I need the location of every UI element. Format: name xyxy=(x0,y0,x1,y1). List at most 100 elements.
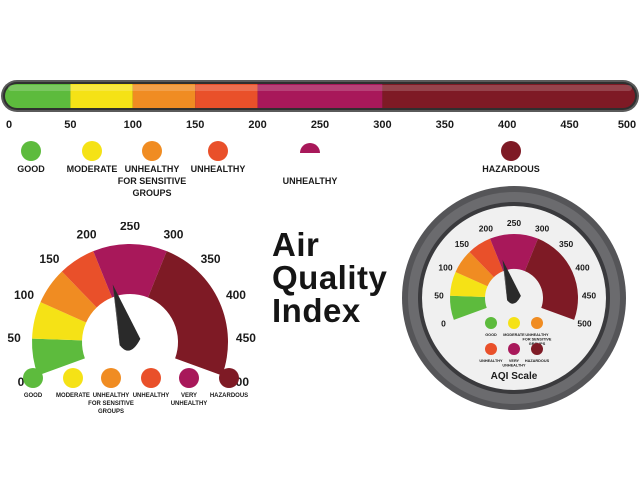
dial-legend-dot xyxy=(508,343,520,355)
left-legend-dot xyxy=(219,368,239,388)
category-label-usg: FOR SENSITIVE xyxy=(118,176,187,186)
left-gauge-segment-very xyxy=(93,244,167,298)
left-gauge-tick-label: 200 xyxy=(77,228,97,242)
left-gauge-tick-label: 350 xyxy=(201,252,221,266)
left-gauge-tick-label: 100 xyxy=(14,288,34,302)
scale-segment-very xyxy=(257,84,383,108)
scale-tick-label: 150 xyxy=(186,119,204,131)
dial-legend-dot xyxy=(531,343,543,355)
category-label-hazardous: HAZARDOUS xyxy=(482,164,540,174)
left-legend-label: VERY xyxy=(181,393,197,399)
category-label-unhealthy: UNHEALTHY xyxy=(191,164,246,174)
left-legend-label: GOOD xyxy=(24,393,43,399)
dial-legend-dot xyxy=(485,317,497,329)
category-dot-very xyxy=(300,143,320,153)
left-gauge-tick-label: 250 xyxy=(120,222,140,233)
dial-legend-label: VERY xyxy=(509,359,520,363)
left-gauge-segment-usg xyxy=(40,271,97,323)
title-line-index: Index xyxy=(272,292,361,329)
aqi-scale-bar: 0 50 100 150 200 250 300 350 400 450 500 GOOD MODERA… xyxy=(1,80,639,198)
category-dot-moderate xyxy=(82,141,102,161)
left-gauge-segment-hazardous xyxy=(147,251,228,376)
left-legend-label: GROUPS xyxy=(98,409,124,415)
scale-tick-label: 300 xyxy=(373,119,391,131)
scale-segment-moderate xyxy=(70,84,133,108)
left-gauge-tick-label: 50 xyxy=(7,331,21,345)
left-legend-label: UNHEALTHY xyxy=(133,393,170,399)
left-gauge-tick-label: 450 xyxy=(236,331,256,345)
left-gauge-tick-label: 400 xyxy=(226,288,246,302)
dial-legend-label: GOOD xyxy=(485,333,497,337)
dial-tick-label: 500 xyxy=(577,319,591,329)
aqi-scale-bar-section: 0 50 100 150 200 250 300 350 400 450 500 GOOD MODERA… xyxy=(0,70,640,270)
dial-legend-label: FOR SENSITIVE xyxy=(523,338,552,342)
left-gauge-tick-label: 150 xyxy=(39,252,59,266)
dial-arc-segments xyxy=(450,234,578,320)
left-legend-dot xyxy=(63,368,83,388)
left-legend-label: UNHEALTHY xyxy=(93,393,130,399)
dial-segment-moderate xyxy=(450,271,488,297)
scale-tick-label: 450 xyxy=(560,119,578,131)
scale-bar-gloss xyxy=(8,85,632,91)
scale-tick-label: 50 xyxy=(64,119,76,131)
dial-legend-label: MODERATE xyxy=(503,333,525,337)
dial-segment-usg xyxy=(455,251,494,287)
dial-tick-label: 300 xyxy=(535,223,549,233)
dial-tick-label: 350 xyxy=(559,239,573,249)
dial-tick-label: 200 xyxy=(479,223,493,233)
category-dot-good xyxy=(21,141,41,161)
dial-legend-label: HAZARDOUS xyxy=(525,359,550,363)
scale-tick-label: 400 xyxy=(498,119,516,131)
dial-segment-very xyxy=(490,234,538,272)
left-gauge-tick-label: 300 xyxy=(163,228,183,242)
scale-tick-label: 100 xyxy=(124,119,142,131)
dial-tick-label: 250 xyxy=(507,218,521,228)
left-legend-label: HAZARDOUS xyxy=(210,393,248,399)
right-dial-gauge: 0 50 100 150 200 250 300 350 400 450 500 GOOD MODERA… xyxy=(400,185,640,425)
dial-tick-label: 400 xyxy=(575,262,589,272)
category-dot-usg xyxy=(142,141,162,161)
dial-segment-good xyxy=(450,295,487,320)
dial-legend-label: UNHEALTHY xyxy=(502,364,526,368)
category-label-good: GOOD xyxy=(17,164,45,174)
scale-tick-label: 500 xyxy=(618,119,636,131)
left-legend-dot xyxy=(141,368,161,388)
scale-tick-label: 350 xyxy=(436,119,454,131)
dial-legend-label: UNHEALTHY xyxy=(525,333,549,337)
category-label-moderate: MODERATE xyxy=(67,164,118,174)
dial-tick-label: 150 xyxy=(455,239,469,249)
left-gauge-needle xyxy=(112,284,141,351)
dial-tick-label: 50 xyxy=(434,290,444,300)
left-gauge-segment-unhealthy xyxy=(61,251,113,308)
dial-segment-hazardous xyxy=(524,238,578,320)
left-legend-label: MODERATE xyxy=(56,393,90,399)
left-gauge-segment-good xyxy=(31,338,85,376)
dial-legend-dot xyxy=(508,317,520,329)
dial-legend-label: UNHEALTHY xyxy=(479,359,503,363)
scale-segment-usg xyxy=(132,84,196,108)
dial-tick-label: 450 xyxy=(582,290,596,300)
left-gauge-tick-label: 0 xyxy=(18,375,25,389)
page-title: Air Quality Index xyxy=(272,228,387,327)
title-line-air: Air xyxy=(272,226,320,263)
dial-legend-dot xyxy=(531,317,543,329)
left-legend-dot xyxy=(179,368,199,388)
left-legend-dot xyxy=(23,368,43,388)
dial-legend-dot xyxy=(485,343,497,355)
dial-needle xyxy=(502,259,521,304)
left-legend-dot xyxy=(101,368,121,388)
right-dial-graphic: 0 50 100 150 200 250 300 350 400 450 500 GOOD MODERA… xyxy=(402,186,626,410)
scale-tick-label: 200 xyxy=(248,119,266,131)
left-gauge-segment-moderate xyxy=(32,302,87,341)
left-legend-label: FOR SENSITIVE xyxy=(88,401,134,407)
title-line-quality: Quality xyxy=(272,259,388,296)
dial-tick-label: 0 xyxy=(441,319,446,329)
scale-bar-segments xyxy=(5,84,635,108)
left-gauge: 0 50 100 150 200 250 300 350 400 450 500 GOOD MODERA… xyxy=(0,222,260,422)
dial-tick-label: 100 xyxy=(438,262,452,272)
scale-tick-label: 0 xyxy=(6,119,12,131)
scale-segment-hazardous xyxy=(382,84,635,108)
scale-tick-label: 250 xyxy=(311,119,329,131)
left-gauge-arc-segments xyxy=(31,244,228,376)
